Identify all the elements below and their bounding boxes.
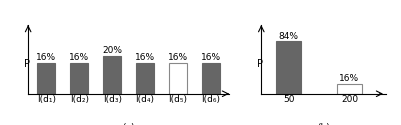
Text: 16%: 16% [36, 53, 56, 62]
Bar [136, 63, 154, 94]
Text: 16%: 16% [135, 53, 155, 62]
Bar [168, 63, 186, 94]
Text: (a): (a) [122, 123, 135, 125]
Text: (b): (b) [316, 123, 329, 125]
Y-axis label: P: P [256, 59, 262, 69]
Text: 16%: 16% [168, 53, 188, 62]
Bar [103, 56, 121, 94]
Bar [336, 84, 361, 94]
Text: 16%: 16% [200, 53, 221, 62]
Text: 16%: 16% [338, 74, 358, 83]
Text: 16%: 16% [69, 53, 89, 62]
Bar [201, 63, 219, 94]
Bar [276, 41, 300, 94]
Bar [37, 63, 55, 94]
Bar [70, 63, 88, 94]
Text: 20%: 20% [102, 46, 122, 55]
Text: 84%: 84% [278, 32, 298, 41]
Y-axis label: P: P [24, 59, 30, 69]
